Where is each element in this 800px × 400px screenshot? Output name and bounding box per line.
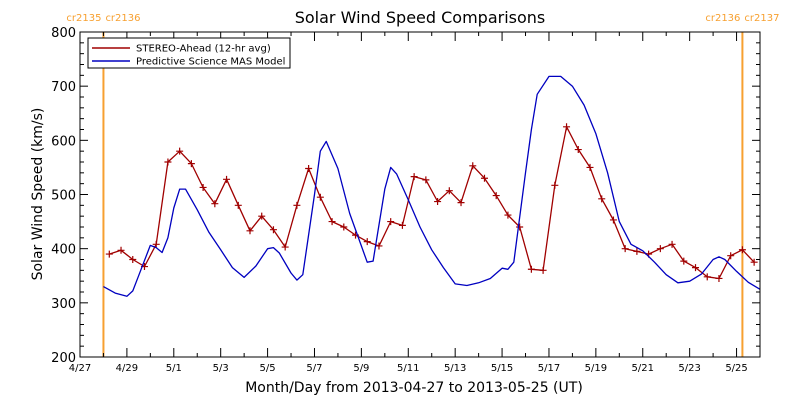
data-point-marker: [750, 258, 758, 266]
y-tick-label: 700: [51, 80, 76, 95]
data-point-marker: [305, 165, 313, 172]
chart-title: Solar Wind Speed Comparisons: [295, 8, 546, 27]
data-point-marker: [574, 146, 582, 154]
data-point-marker: [258, 212, 266, 220]
data-point-marker: [363, 238, 371, 246]
data-point-marker: [316, 193, 324, 201]
data-point-marker: [703, 273, 711, 281]
x-tick-label: 5/15: [491, 363, 513, 374]
x-tick-label: 5/25: [725, 363, 747, 374]
data-point-marker: [692, 264, 700, 272]
data-point-marker: [621, 245, 629, 253]
data-point-marker: [129, 256, 137, 263]
data-point-marker: [152, 240, 160, 248]
data-point-marker: [187, 160, 195, 168]
data-point-marker: [656, 245, 664, 253]
data-point-marker: [633, 247, 641, 255]
y-tick-label: 400: [51, 243, 76, 258]
data-point-marker: [727, 252, 735, 260]
y-tick-label: 300: [51, 297, 76, 312]
x-axis-label: Month/Day from 2013-04-27 to 2013-05-25 …: [245, 380, 583, 396]
x-tick-label: 5/7: [306, 363, 322, 374]
x-tick-label: 5/17: [538, 363, 560, 374]
x-tick-label: 5/11: [397, 363, 419, 374]
data-point-marker: [539, 266, 547, 274]
data-point-marker: [422, 176, 430, 184]
data-point-marker: [516, 223, 524, 231]
data-point-marker: [504, 211, 512, 219]
data-point-marker: [492, 192, 500, 200]
data-point-marker: [445, 187, 453, 195]
x-tick-label: 5/19: [585, 363, 607, 374]
carrington-label-left: cr2135: [66, 13, 101, 24]
x-tick-label: 5/1: [166, 363, 182, 374]
data-point-marker: [410, 173, 418, 181]
y-tick-label: 800: [51, 26, 76, 41]
x-tick-label: 5/21: [632, 363, 654, 374]
data-point-marker: [105, 250, 113, 258]
x-tick-label: 5/3: [213, 363, 229, 374]
data-point-marker: [398, 221, 406, 229]
data-point-marker: [234, 201, 242, 209]
x-tick-label: 5/13: [444, 363, 466, 374]
data-point-marker: [586, 163, 594, 171]
data-point-marker: [164, 158, 172, 166]
legend: STEREO-Ahead (12-hr avg) Predictive Scie…: [87, 37, 291, 69]
data-point-marker: [480, 174, 488, 182]
data-point-marker: [293, 201, 301, 209]
data-point-marker: [269, 226, 277, 234]
x-tick-label: 4/29: [116, 363, 138, 374]
data-point-marker: [199, 183, 207, 191]
data-point-marker: [246, 227, 254, 235]
data-point-marker: [457, 199, 465, 207]
data-point-marker: [117, 246, 125, 254]
data-point-marker: [211, 200, 219, 208]
carrington-label-left: cr2136: [705, 13, 740, 24]
y-axis: 200 300 400 500 600 700 800: [51, 26, 760, 366]
data-point-marker: [715, 274, 723, 282]
data-point-marker: [551, 181, 559, 189]
legend-label-mas-model: Predictive Science MAS Model: [136, 57, 285, 68]
series-line-1: [103, 75, 761, 297]
legend-box: [87, 37, 291, 69]
data-point-marker: [563, 123, 571, 131]
x-tick-label: 4/27: [69, 363, 91, 374]
carrington-markers: cr2135 cr2136 cr2136 cr2137: [66, 13, 779, 357]
data-point-marker: [598, 195, 606, 203]
data-point-marker: [680, 257, 688, 265]
y-tick-label: 500: [51, 189, 76, 204]
data-point-marker: [387, 218, 395, 226]
data-point-marker: [434, 198, 442, 206]
y-tick-label: 600: [51, 134, 76, 149]
legend-label-stereo: STEREO-Ahead (12-hr avg): [136, 44, 271, 55]
data-point-marker: [668, 240, 676, 248]
data-point-marker: [176, 147, 184, 155]
x-tick-label: 5/5: [260, 363, 276, 374]
data-point-marker: [328, 218, 336, 226]
data-point-marker: [340, 223, 348, 231]
data-point-marker: [738, 246, 746, 254]
x-tick-label: 5/9: [353, 363, 369, 374]
series-layer: [103, 75, 761, 297]
data-point-marker: [527, 265, 535, 273]
x-tick-label: 5/23: [678, 363, 700, 374]
carrington-label-right: cr2137: [744, 13, 779, 24]
y-tick-label: 200: [51, 351, 76, 366]
data-point-marker: [281, 243, 289, 251]
data-point-marker: [609, 216, 617, 224]
y-axis-label: Solar Wind Speed (km/s): [30, 108, 46, 281]
data-point-marker: [375, 242, 383, 250]
carrington-label-right: cr2136: [105, 13, 140, 24]
data-point-marker: [469, 162, 477, 170]
x-axis: 4/27 4/29 5/1 5/3 5/5 5/7 5/9 5/11 5/13 5/15 5/17 5…: [69, 32, 748, 374]
data-point-marker: [223, 175, 231, 183]
